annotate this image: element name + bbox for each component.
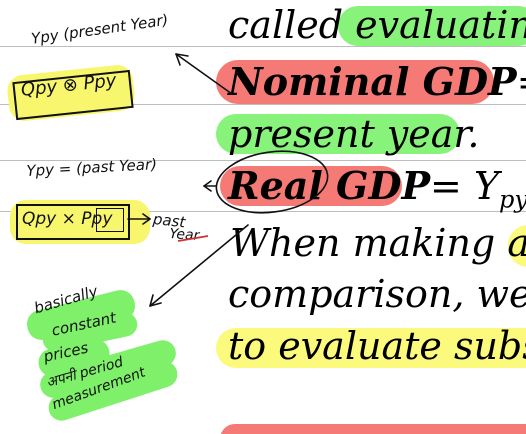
text-line-1: called evaluating (228, 3, 526, 47)
handwritten-box (96, 208, 124, 232)
highlight-green (338, 6, 526, 46)
text-line-3: present year. (228, 112, 480, 156)
underline-year (177, 235, 209, 242)
highlight-yellow (10, 200, 150, 244)
arrow-to-when (149, 224, 249, 307)
arrowhead (203, 180, 212, 192)
highlight-yellow (508, 225, 526, 267)
circle-real (215, 150, 329, 214)
ruled-line (0, 104, 526, 105)
arrowhead (142, 213, 151, 225)
highlight-red (216, 60, 494, 104)
ruled-line (0, 46, 526, 47)
arrow-to-nominal (175, 53, 233, 95)
text-line-7: to evaluate subse (228, 324, 526, 368)
highlight-yellow (216, 328, 526, 368)
ruled-line (0, 160, 526, 161)
text-line-6: comparison, we (228, 272, 526, 316)
handwritten-box (16, 204, 130, 240)
ruled-line (0, 211, 526, 212)
text-line-4: Real GDP= Ypy ev (228, 163, 526, 214)
text-line-5: When making a (230, 221, 526, 265)
highlight-green (216, 114, 460, 154)
arrowhead (175, 53, 189, 66)
text-line-2: Nominal GDP= (228, 59, 526, 104)
handwritten-formula-past: Qpy × Ppy (22, 209, 113, 229)
arrowhead (149, 294, 162, 307)
highlight-red (220, 424, 526, 434)
